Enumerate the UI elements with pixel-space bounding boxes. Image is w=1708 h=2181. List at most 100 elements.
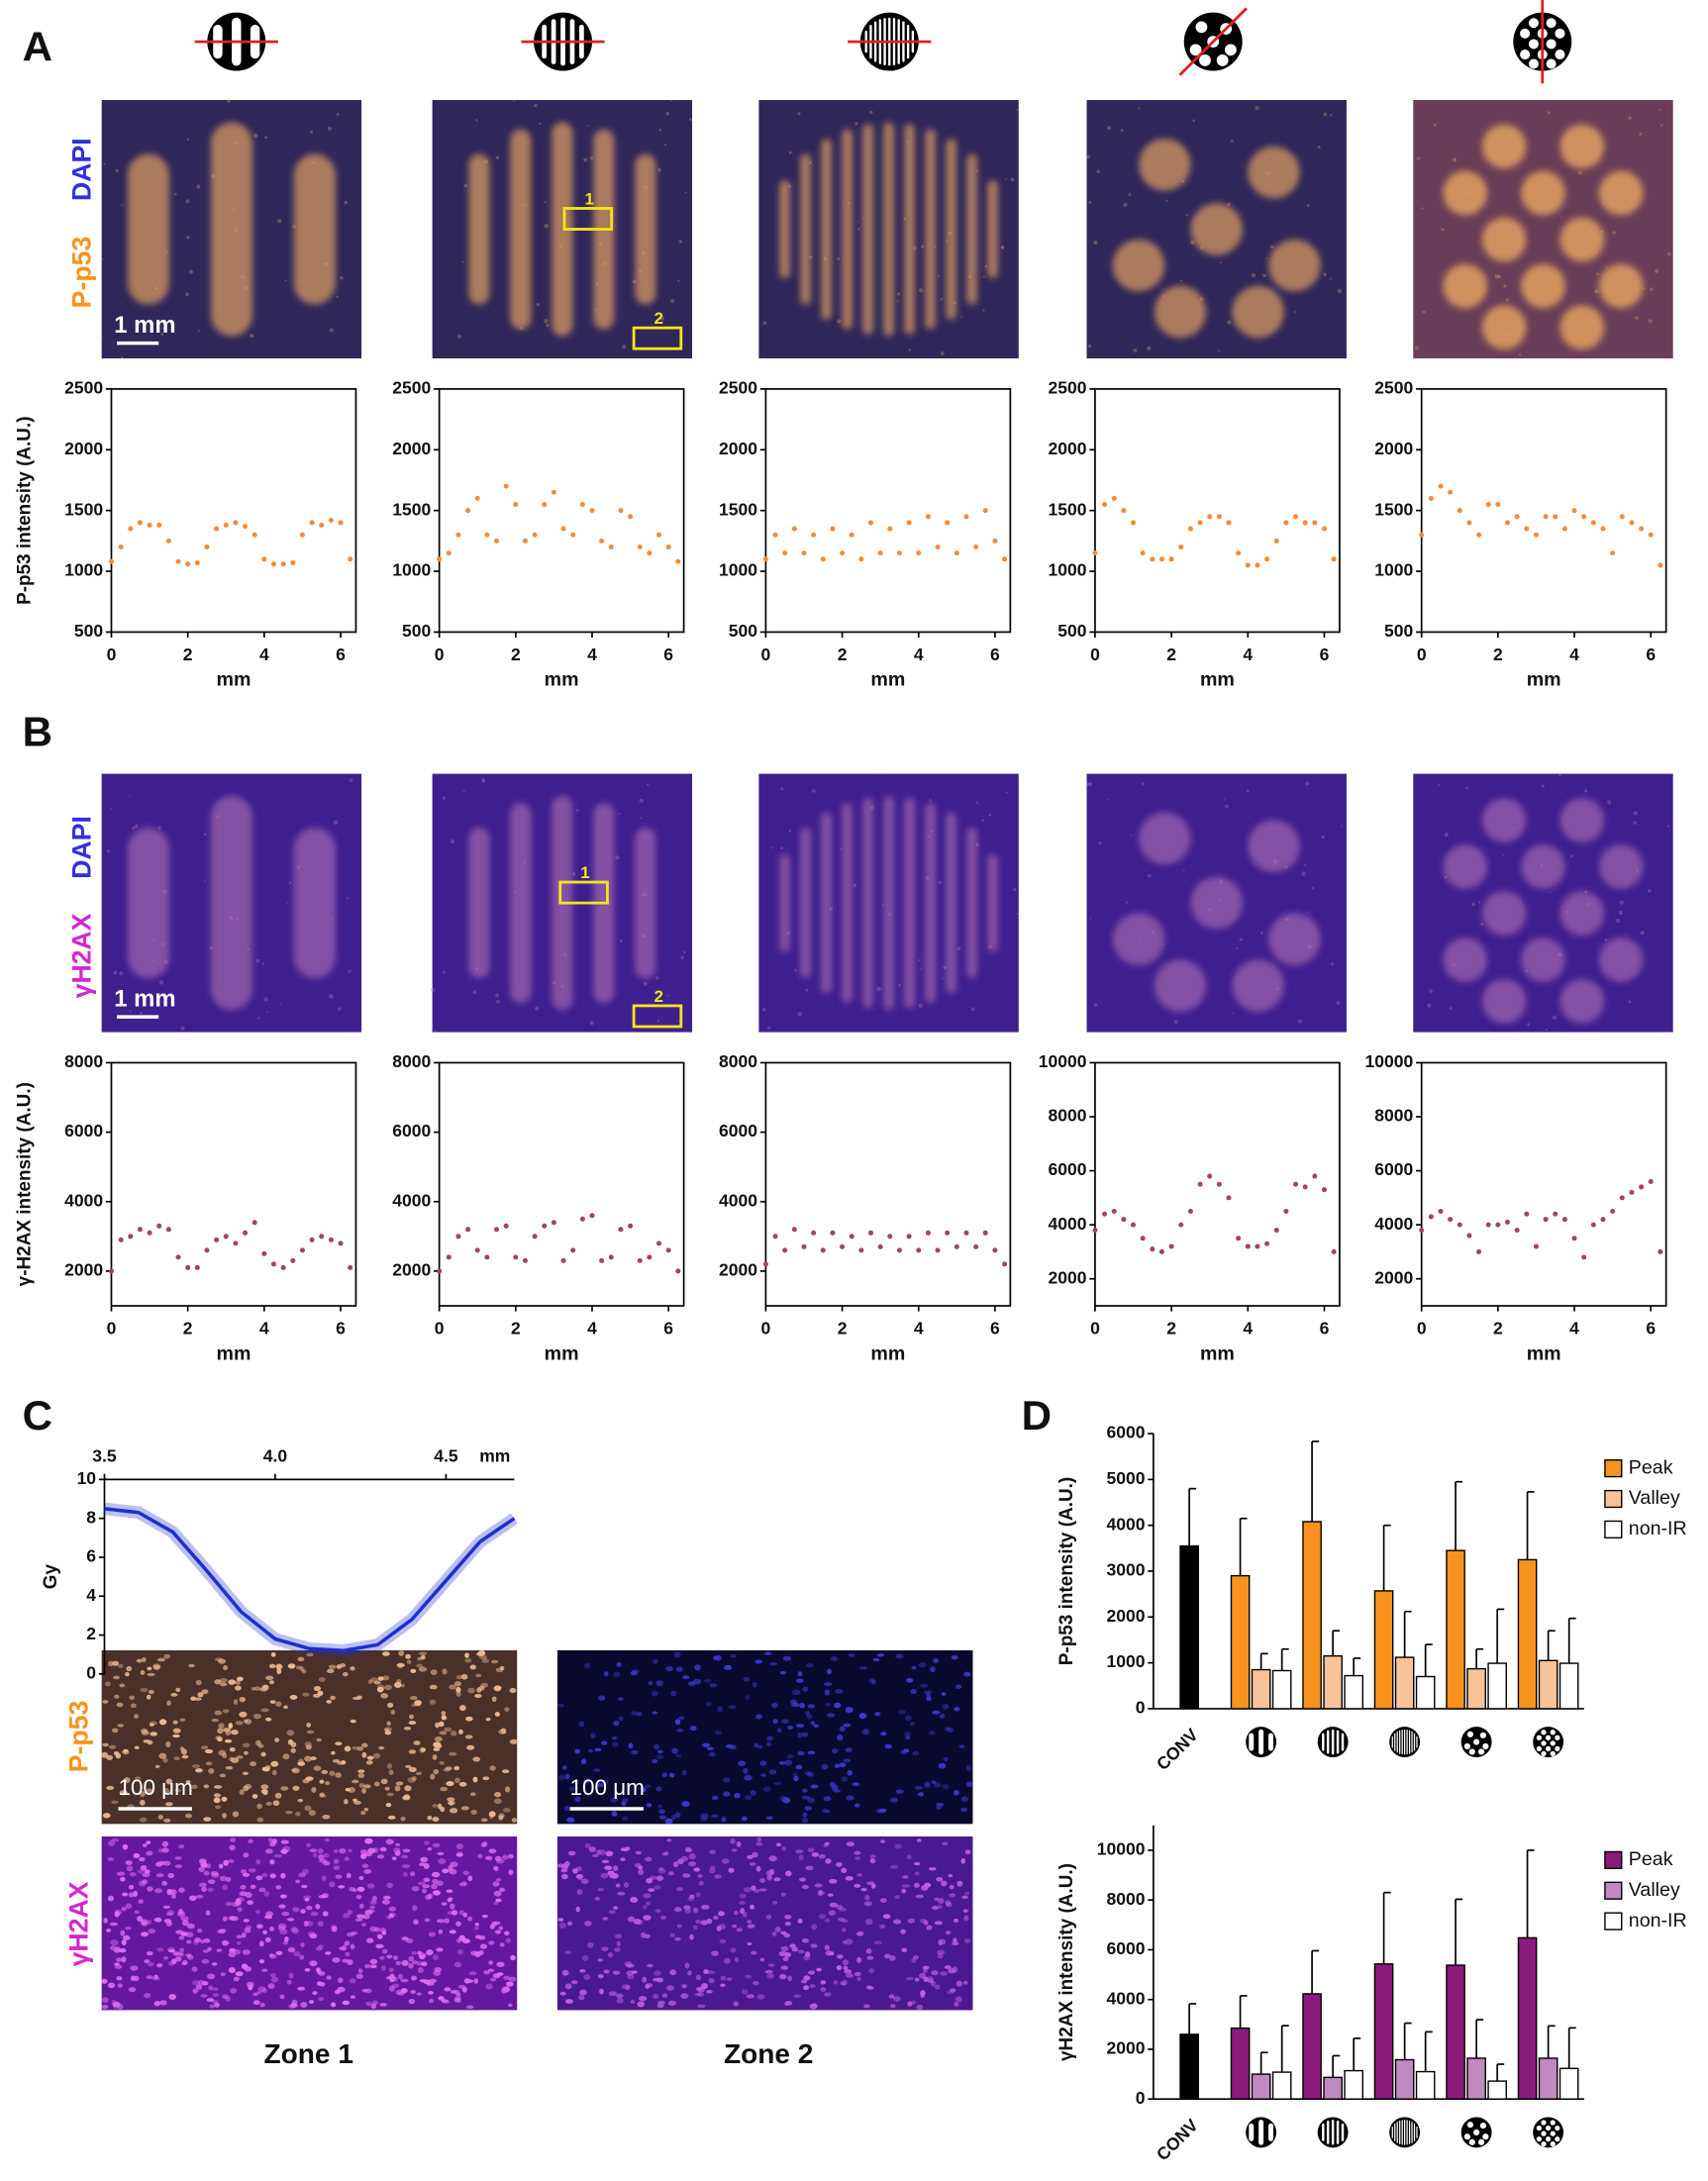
nucleus — [101, 1978, 108, 1984]
nucleus — [496, 1972, 504, 1976]
nucleus — [836, 1861, 843, 1867]
data-point — [465, 508, 471, 514]
data-point — [319, 522, 325, 528]
nucleus — [420, 1856, 429, 1863]
nucleus — [494, 1712, 500, 1717]
data-point — [1264, 556, 1270, 562]
icon-spot — [1546, 58, 1557, 69]
speckle — [1284, 917, 1289, 922]
speckle — [970, 1007, 975, 1012]
nucleus — [211, 1872, 220, 1878]
nucleus — [331, 1750, 336, 1755]
nucleus — [195, 1894, 204, 1899]
data-point — [1207, 514, 1213, 520]
speckle — [1133, 347, 1138, 352]
beam-spot — [1154, 959, 1207, 1012]
speckle — [1552, 1015, 1557, 1021]
beam-spot — [1521, 844, 1565, 889]
data-point — [1658, 1248, 1663, 1254]
nucleus — [963, 1671, 971, 1677]
nucleus — [597, 1958, 604, 1962]
icon-disc — [1533, 2117, 1564, 2148]
icon-stripe — [1268, 2123, 1273, 2141]
micrograph — [1413, 100, 1673, 359]
beam-spot — [1598, 844, 1644, 889]
icon-stripe — [1326, 2120, 1330, 2144]
micrograph-bg — [101, 1649, 518, 1825]
nucleus — [432, 1842, 441, 1847]
speckle — [1182, 869, 1185, 872]
nucleus — [501, 1988, 508, 1994]
nucleus — [309, 1933, 318, 1939]
speckle — [203, 833, 207, 837]
data-point — [1428, 1214, 1434, 1220]
nucleus — [618, 1716, 624, 1722]
nucleus — [741, 1816, 748, 1822]
nucleus — [671, 1814, 676, 1821]
nucleus — [764, 1651, 772, 1655]
nucleus — [811, 1924, 818, 1931]
nucleus — [939, 1714, 946, 1719]
speckle — [309, 130, 314, 134]
beam-stripe — [779, 180, 790, 279]
nucleus — [713, 1916, 719, 1920]
nucleus — [255, 1739, 261, 1746]
nucleus — [417, 1950, 423, 1955]
data-point — [811, 532, 817, 538]
nucleus — [890, 1864, 898, 1869]
nucleus — [918, 1792, 925, 1797]
nucleus — [655, 1786, 662, 1792]
speckle — [1594, 322, 1597, 325]
beam-spot — [1248, 146, 1300, 199]
nucleus — [880, 1839, 885, 1843]
data-point — [599, 538, 605, 544]
icon-stripe — [1411, 1731, 1413, 1753]
plot-frame — [438, 1061, 685, 1307]
speckle — [495, 993, 499, 998]
nucleus — [482, 1840, 488, 1847]
speckle — [586, 125, 589, 128]
nucleus — [472, 1776, 478, 1783]
icon-stripe — [1396, 2122, 1398, 2143]
speckle — [555, 831, 558, 834]
nucleus — [115, 1752, 122, 1759]
nucleus — [235, 1971, 244, 1977]
nucleus — [965, 1765, 972, 1771]
icon-spot — [1463, 2133, 1470, 2140]
nucleus — [558, 1922, 566, 1930]
data-point — [1187, 526, 1193, 532]
nucleus — [358, 1782, 365, 1789]
nucleus — [133, 1890, 139, 1897]
data-point — [916, 550, 922, 556]
x-tick-label: 6 — [336, 1318, 346, 1338]
nucleus — [807, 1704, 815, 1709]
beam-stripe — [842, 803, 853, 1004]
nucleus — [810, 1784, 819, 1789]
nucleus — [333, 1858, 340, 1864]
nucleus — [121, 1939, 127, 1945]
nucleus — [275, 1950, 283, 1955]
speckle — [677, 279, 680, 282]
nucleus — [256, 1990, 262, 1995]
y-tick-label: 6000 — [1049, 1159, 1087, 1179]
nucleus — [716, 1925, 722, 1932]
speckle — [1505, 298, 1510, 302]
data-point — [128, 526, 134, 532]
nucleus — [360, 1810, 366, 1816]
speckle — [960, 316, 963, 319]
nucleus — [161, 1880, 168, 1886]
nucleus — [795, 1764, 803, 1770]
nucleus — [681, 1984, 687, 1989]
nucleus — [376, 1684, 385, 1691]
data-point — [1553, 1211, 1558, 1217]
nucleus — [255, 1875, 263, 1881]
nucleus — [252, 1992, 258, 1997]
nucleus — [269, 1700, 276, 1704]
nucleus — [158, 1860, 165, 1866]
nucleus — [444, 1987, 452, 1992]
nucleus — [837, 1954, 844, 1959]
nucleus — [753, 1888, 760, 1893]
nucleus — [137, 1869, 145, 1874]
nucleus — [267, 1983, 275, 1990]
nucleus — [366, 1909, 375, 1914]
